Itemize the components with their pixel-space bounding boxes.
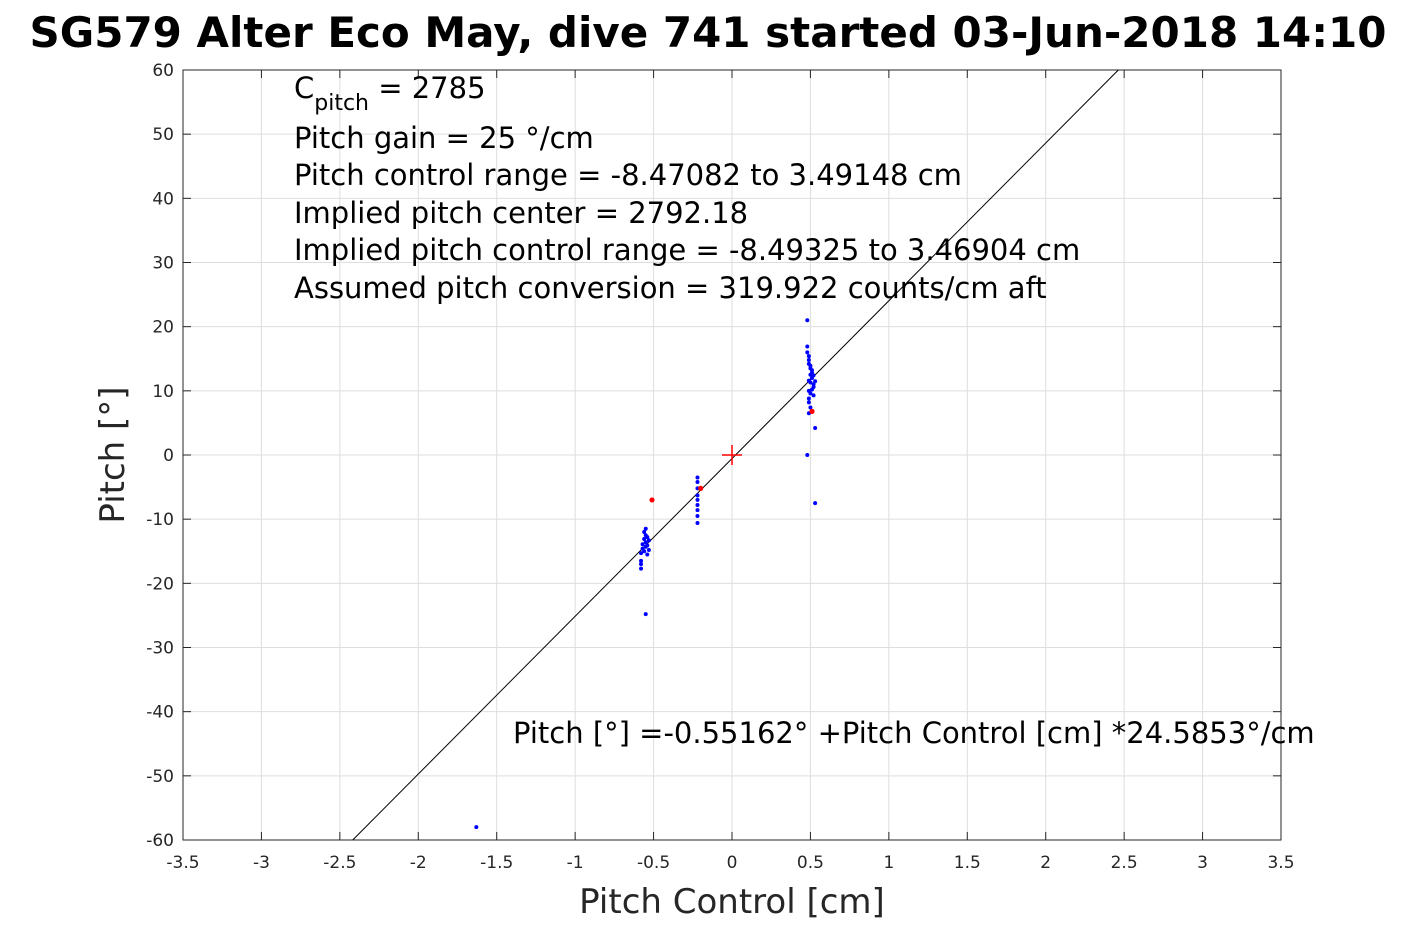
data-point [806, 358, 811, 363]
data-point [639, 562, 644, 567]
data-point [640, 542, 645, 547]
center-marker-group [722, 445, 742, 465]
x-tick-label: 0.5 [797, 853, 824, 873]
y-tick-label: 0 [163, 446, 174, 466]
x-tick-label: -3 [253, 853, 270, 873]
y-tick-label: -40 [146, 703, 174, 723]
data-point [646, 538, 651, 543]
pitch-control-range-annotation: Pitch control range = -8.47082 to 3.4914… [294, 158, 962, 192]
x-tick-label: -2.5 [323, 853, 356, 873]
plot-frame [182, 69, 1282, 841]
data-point [805, 344, 810, 349]
data-point [809, 376, 814, 380]
chart-title: SG579 Alter Eco May, dive 741 started 03… [30, 8, 1387, 57]
pitch-conversion-annotation: Assumed pitch conversion = 319.922 count… [294, 271, 1047, 305]
x-tick-label: 2 [1040, 853, 1051, 873]
x-tick-label: 0 [727, 853, 738, 873]
y-tick-label: -30 [146, 639, 174, 659]
c-pitch-annotation: Cpitch = 2785 [294, 71, 486, 116]
x-tick-label: -2 [410, 853, 427, 873]
c-pitch-subscript: pitch [314, 91, 369, 116]
data-point [646, 547, 651, 552]
data-point [808, 405, 813, 410]
data-point [695, 475, 700, 480]
data-point [643, 544, 648, 549]
y-axis-label: Pitch [°] [93, 386, 133, 523]
data-point [811, 393, 816, 398]
x-tick-label: 3.5 [1267, 853, 1294, 873]
data-point [474, 825, 479, 830]
data-point [808, 391, 813, 396]
pitch-gain-annotation: Pitch gain = 25 °/cm [294, 121, 594, 155]
data-point [813, 426, 818, 431]
x-tick-labels: -3.5 -3 -2.5 -2 -1.5 -1 -0.5 0 0.5 1 1.5 2 2.5 3 3.5 [166, 853, 1294, 873]
y-tick-label: -20 [146, 574, 174, 594]
data-point [695, 493, 700, 498]
y-tick-label: 30 [152, 254, 174, 274]
data-point [808, 372, 813, 377]
y-tick-labels: 60 50 40 30 20 10 0 -10 -20 -30 -40 -50 -60 [146, 61, 174, 851]
data-point [645, 552, 650, 557]
data-point [642, 549, 647, 554]
data-point [695, 513, 700, 518]
data-point [805, 350, 810, 355]
data-point [695, 521, 700, 526]
grid-lines [182, 69, 1282, 841]
x-tick-label: -1 [567, 853, 584, 873]
data-point [809, 387, 814, 392]
annotation-block: Cpitch = 2785 Pitch gain = 25 °/cm Pitch… [294, 71, 1315, 750]
c-pitch-value: = 2785 [369, 71, 486, 105]
data-point [642, 537, 647, 542]
y-tick-label: 40 [152, 189, 174, 209]
data-point [813, 379, 818, 384]
implied-range-annotation: Implied pitch control range = -8.49325 t… [294, 233, 1080, 267]
y-tick-label: 50 [152, 125, 174, 145]
y-tick-label: -50 [146, 767, 174, 787]
data-point [806, 396, 811, 401]
y-tick-label: -10 [146, 510, 174, 530]
outlier-point [649, 497, 655, 503]
c-pitch-symbol: C [294, 71, 314, 105]
data-point [805, 453, 810, 457]
data-point [805, 318, 810, 323]
x-tick-label: 3 [1197, 853, 1208, 873]
y-tick-label: 60 [152, 61, 174, 81]
data-point [639, 558, 644, 563]
data-point [695, 503, 700, 508]
data-points [474, 318, 818, 830]
data-point [806, 354, 811, 359]
data-point [643, 526, 648, 531]
data-point [808, 380, 813, 385]
x-tick-label: 1.5 [954, 853, 981, 873]
data-point [642, 530, 647, 534]
data-point [813, 501, 818, 506]
fit-equation-annotation: Pitch [°] =-0.55162° +Pitch Control [cm]… [513, 716, 1315, 750]
data-point [643, 612, 648, 617]
data-point [695, 497, 700, 502]
x-tick-label: 2.5 [1111, 853, 1138, 873]
x-tick-label: -3.5 [166, 853, 199, 873]
data-point [639, 566, 644, 571]
data-point [639, 551, 644, 556]
y-tick-label: 20 [152, 318, 174, 338]
data-point [695, 508, 700, 513]
data-point [643, 540, 648, 545]
y-tick-label: 10 [152, 382, 174, 402]
data-point [806, 400, 811, 405]
data-point [645, 535, 650, 540]
x-axis-label: Pitch Control [cm] [579, 882, 885, 922]
x-tick-label: 1 [883, 853, 894, 873]
outlier-point [809, 408, 815, 414]
implied-pitch-center-annotation: Implied pitch center = 2792.18 [294, 196, 748, 230]
x-tick-label: -1.5 [480, 853, 513, 873]
y-tick-label: -60 [146, 831, 174, 851]
data-point [695, 479, 700, 484]
x-tick-label: -0.5 [637, 853, 670, 873]
outlier-point [698, 485, 704, 491]
